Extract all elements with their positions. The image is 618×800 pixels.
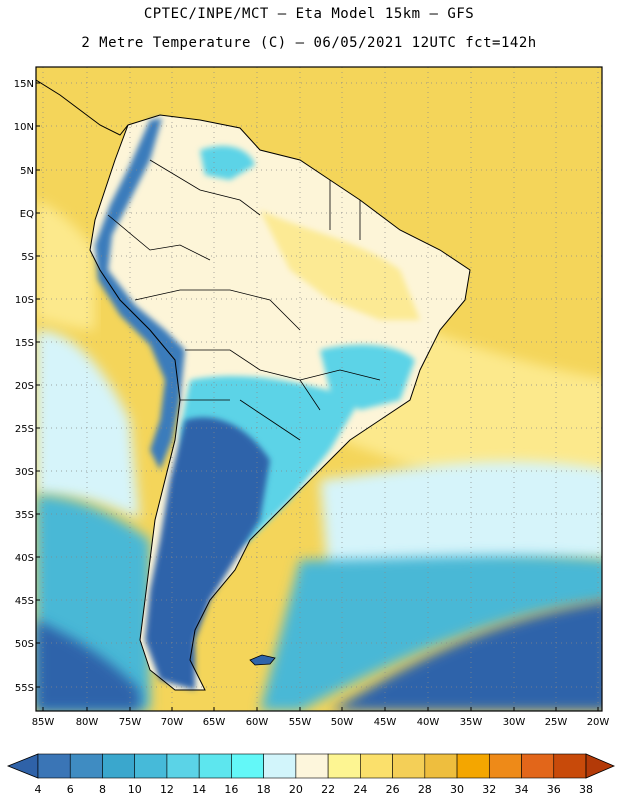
- colorbar-label: 24: [353, 783, 368, 796]
- colorbar-swatch: [521, 753, 555, 779]
- colorbar-label: 12: [159, 783, 174, 796]
- lon-label: 20W: [587, 717, 610, 728]
- lat-label: 25S: [15, 424, 34, 435]
- lon-label: 80W: [76, 717, 99, 728]
- lat-label: 15S: [15, 338, 34, 349]
- colorbar-label: 18: [256, 783, 271, 796]
- colorbar-swatch: [37, 753, 71, 779]
- lon-label: 55W: [289, 717, 312, 728]
- lat-label: 20S: [15, 381, 34, 392]
- country-borders: [107, 159, 381, 441]
- lat-label: 5N: [20, 166, 34, 177]
- central-america-outline: [36, 79, 129, 136]
- colorbar-label: 6: [66, 783, 74, 796]
- lat-label: 15N: [14, 79, 34, 90]
- colorbar-label: 4: [34, 783, 42, 796]
- lon-label: 65W: [203, 717, 226, 728]
- colorbar-label: 32: [482, 783, 497, 796]
- colorbar-label: 26: [385, 783, 400, 796]
- colorbar-label: 8: [98, 783, 106, 796]
- colorbar-swatch: [69, 753, 103, 779]
- title-line-1: CPTEC/INPE/MCT – Eta Model 15km – GFS: [143, 6, 475, 22]
- colorbar-swatch: [102, 753, 136, 779]
- colorbar-swatch: [424, 753, 458, 779]
- lon-label: 50W: [331, 717, 354, 728]
- lat-label: 40S: [15, 553, 34, 564]
- colorbar-swatch: [392, 753, 426, 779]
- coastline-outline: [89, 114, 471, 691]
- map-field: [36, 67, 602, 711]
- colorbar-label: 28: [417, 783, 432, 796]
- lon-label: 30W: [503, 717, 526, 728]
- lat-label: 35S: [15, 510, 34, 521]
- colorbar-swatch: [456, 753, 490, 779]
- colorbar-swatch: [327, 753, 361, 779]
- title-line-2: 2 Metre Temperature (C) – 06/05/2021 12U…: [81, 35, 537, 51]
- colorbar-label: 20: [288, 783, 303, 796]
- patagonia-cold-region: [145, 417, 270, 690]
- colorbar-label: 16: [224, 783, 239, 796]
- colorbar-label: 10: [127, 783, 142, 796]
- colorbar-swatch: [263, 753, 297, 779]
- falklands-island: [249, 654, 276, 666]
- lon-label: 35W: [460, 717, 483, 728]
- lat-label: 50S: [15, 639, 34, 650]
- colorbar-swatch: [166, 753, 200, 779]
- andes-cold-ridge: [95, 118, 185, 470]
- lat-label: 45S: [15, 596, 34, 607]
- lat-label: 55S: [15, 683, 34, 694]
- lat-label: 30S: [15, 467, 34, 478]
- ocean-mid-band-west: [36, 200, 95, 330]
- lon-label: 75W: [119, 717, 142, 728]
- map-frame: [35, 66, 603, 712]
- colorbar-label: 22: [321, 783, 336, 796]
- lon-label: 40W: [417, 717, 440, 728]
- lat-label: EQ: [20, 209, 34, 220]
- colorbar-swatch: [360, 753, 393, 779]
- lon-label: 70W: [161, 717, 184, 728]
- colorbar-swatch: [134, 753, 168, 779]
- lon-label: 60W: [246, 717, 269, 728]
- colorbar-swatch: [488, 753, 522, 779]
- colorbar-label: 36: [546, 783, 561, 796]
- lon-label: 25W: [545, 717, 568, 728]
- colorbar-label: 30: [450, 783, 465, 796]
- colorbar-swatch: [553, 753, 587, 779]
- lat-label: 5S: [21, 252, 34, 263]
- latitude-labels: 15N 10N 5N EQ 5S 10S 15S 20S 25S 30S 35S 40S 45S 50S 5…: [14, 79, 40, 694]
- lat-label: 10N: [14, 122, 34, 133]
- colorbar-label: 14: [192, 783, 207, 796]
- colorbar-left-arrow: [6, 753, 39, 779]
- longitude-labels: 85W 80W 75W 70W 65W 60W 55W 50W 45W 40W 35W 30W 25W 2…: [32, 707, 610, 728]
- colorbar-swatch: [198, 753, 232, 779]
- ocean-cool-band: [36, 330, 602, 600]
- lon-label: 45W: [374, 717, 397, 728]
- ocean-cold-band: [36, 495, 602, 711]
- colorbar-right-arrow: [585, 753, 616, 779]
- colorbar-swatch: [295, 753, 329, 779]
- lon-label: 85W: [32, 717, 55, 728]
- colorbar-swatch: [231, 753, 264, 779]
- lat-label: 10S: [15, 295, 34, 306]
- colorbar-label: 38: [579, 783, 593, 796]
- colorbar: [6, 753, 616, 779]
- colorbar-label: 34: [514, 783, 529, 796]
- ocean-coldest-area: [36, 601, 602, 711]
